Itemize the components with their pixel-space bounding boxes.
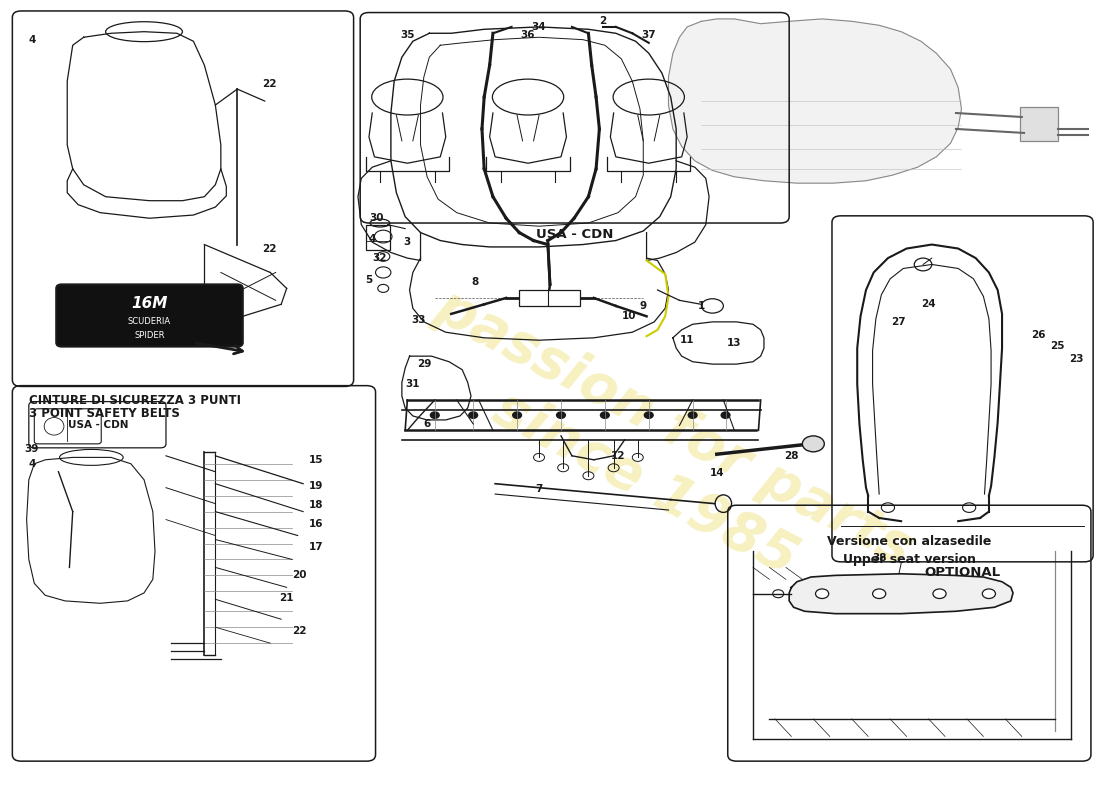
Text: 34: 34 bbox=[531, 22, 547, 32]
Text: 29: 29 bbox=[417, 359, 431, 369]
FancyBboxPatch shape bbox=[56, 285, 243, 346]
Text: 1: 1 bbox=[697, 301, 705, 311]
Text: OPTIONAL: OPTIONAL bbox=[924, 566, 1001, 579]
Text: 4: 4 bbox=[368, 234, 376, 244]
Text: 27: 27 bbox=[892, 317, 906, 327]
Text: 20: 20 bbox=[293, 570, 307, 580]
Polygon shape bbox=[669, 19, 961, 183]
Bar bbox=[519, 290, 580, 306]
Text: 24: 24 bbox=[921, 299, 936, 310]
Text: 14: 14 bbox=[710, 468, 724, 478]
Circle shape bbox=[430, 412, 439, 418]
Text: 6: 6 bbox=[424, 419, 431, 429]
Text: 35: 35 bbox=[400, 30, 415, 40]
Circle shape bbox=[815, 589, 828, 598]
Text: 25: 25 bbox=[1049, 341, 1064, 350]
Text: 22: 22 bbox=[293, 626, 307, 636]
Text: 30: 30 bbox=[370, 214, 384, 223]
Text: 31: 31 bbox=[406, 379, 420, 389]
Circle shape bbox=[601, 412, 609, 418]
Text: 8: 8 bbox=[472, 277, 478, 287]
Text: 37: 37 bbox=[641, 30, 656, 40]
Circle shape bbox=[933, 589, 946, 598]
Text: CINTURE DI SICUREZZA 3 PUNTI: CINTURE DI SICUREZZA 3 PUNTI bbox=[29, 394, 241, 406]
Text: 11: 11 bbox=[680, 335, 694, 346]
Circle shape bbox=[557, 412, 565, 418]
Text: passion for parts
since 1985: passion for parts since 1985 bbox=[397, 279, 922, 632]
Text: USA - CDN: USA - CDN bbox=[68, 420, 129, 430]
Text: SPIDER: SPIDER bbox=[134, 331, 165, 340]
Text: 22: 22 bbox=[262, 243, 276, 254]
Circle shape bbox=[513, 412, 521, 418]
Circle shape bbox=[469, 412, 477, 418]
Text: 2: 2 bbox=[600, 16, 606, 26]
Text: 16: 16 bbox=[309, 518, 323, 529]
Text: 36: 36 bbox=[520, 30, 536, 40]
Text: 26: 26 bbox=[1031, 330, 1045, 340]
Circle shape bbox=[689, 412, 697, 418]
Circle shape bbox=[982, 589, 996, 598]
Text: 22: 22 bbox=[262, 79, 276, 90]
Text: 23: 23 bbox=[1069, 354, 1084, 363]
Text: 38: 38 bbox=[872, 553, 887, 563]
Text: 16M: 16M bbox=[131, 296, 167, 311]
Text: Upper seat version: Upper seat version bbox=[843, 553, 976, 566]
Polygon shape bbox=[789, 574, 1013, 614]
Text: SCUDERIA: SCUDERIA bbox=[128, 318, 172, 326]
Circle shape bbox=[645, 412, 653, 418]
Text: 21: 21 bbox=[279, 593, 294, 602]
Text: 4: 4 bbox=[29, 34, 36, 45]
Text: 3: 3 bbox=[404, 237, 411, 247]
Text: 33: 33 bbox=[411, 315, 426, 326]
Text: 17: 17 bbox=[309, 542, 323, 553]
Bar bbox=[1020, 107, 1058, 141]
Text: 3 POINT SAFETY BELTS: 3 POINT SAFETY BELTS bbox=[29, 407, 179, 420]
Circle shape bbox=[802, 436, 824, 452]
Text: 13: 13 bbox=[727, 338, 741, 347]
Text: 28: 28 bbox=[784, 451, 799, 461]
Bar bbox=[365, 225, 389, 250]
Text: 9: 9 bbox=[640, 301, 647, 311]
Circle shape bbox=[722, 412, 730, 418]
Text: 4: 4 bbox=[29, 458, 36, 469]
Text: 7: 7 bbox=[536, 484, 542, 494]
Text: 18: 18 bbox=[309, 500, 323, 510]
Text: 32: 32 bbox=[373, 253, 387, 263]
Text: USA - CDN: USA - CDN bbox=[536, 228, 614, 241]
Circle shape bbox=[872, 589, 886, 598]
Text: 5: 5 bbox=[365, 275, 373, 286]
Text: 19: 19 bbox=[309, 481, 323, 491]
Text: 39: 39 bbox=[24, 445, 38, 454]
Text: Versione con alzasedile: Versione con alzasedile bbox=[827, 535, 991, 549]
Text: 15: 15 bbox=[309, 454, 323, 465]
Text: 10: 10 bbox=[621, 311, 636, 322]
Text: 12: 12 bbox=[610, 451, 625, 461]
